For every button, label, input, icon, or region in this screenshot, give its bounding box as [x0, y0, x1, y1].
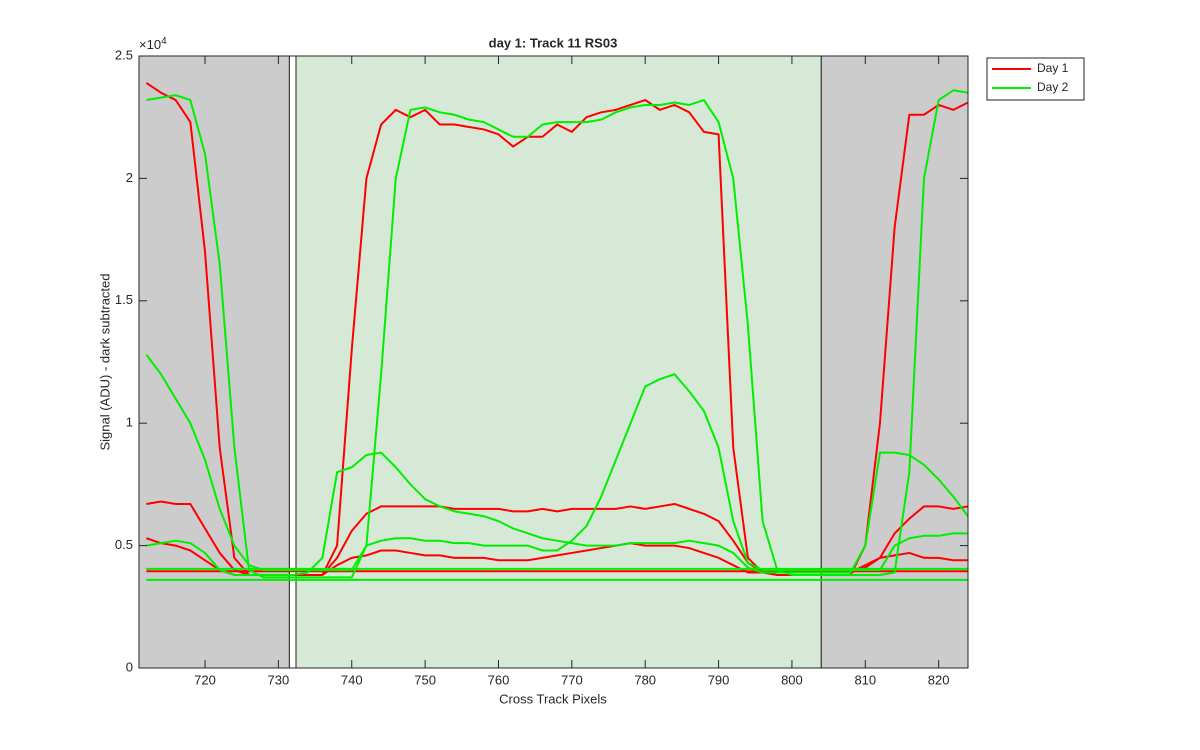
legend: Day 1 Day 2 [986, 57, 1085, 101]
legend-label: Day 2 [1037, 80, 1069, 94]
y-tick-label: 0 [126, 659, 133, 674]
x-tick-label: 720 [194, 672, 216, 687]
x-tick-label: 810 [854, 672, 876, 687]
x-axis-label: Cross Track Pixels [499, 691, 607, 706]
legend-box [986, 57, 1085, 101]
data-line [146, 89, 969, 579]
region [288, 55, 297, 669]
data-line [145, 354, 968, 572]
y-tick-label: 1.5 [115, 292, 133, 307]
legend-label: Day 1 [1037, 61, 1069, 75]
axes: 720 730 740 750 760 770 780 790 800 810 820 0 0.5 1 1.… [115, 47, 969, 687]
x-tick-label: 770 [561, 672, 583, 687]
y-multiplier-base: ×10 [139, 37, 161, 52]
axes-box [138, 55, 969, 669]
x-tick-label: 760 [488, 672, 510, 687]
x-tick-label: 740 [341, 672, 363, 687]
x-tick-label: 790 [708, 672, 730, 687]
y-tick-label: 0.5 [115, 537, 133, 552]
y-multiplier-exponent: 4 [161, 36, 167, 47]
chart-title: day 1: Track 11 RS03 [489, 35, 618, 50]
y-tick-label: 2 [126, 170, 133, 185]
region [820, 55, 969, 669]
x-tick-label: 750 [414, 672, 436, 687]
plot-lines [145, 82, 969, 581]
x-tick-label: 730 [268, 672, 290, 687]
x-tick-label: 820 [928, 672, 950, 687]
y-tick-label: 2.5 [115, 47, 133, 62]
y-axis-label: Signal (ADU) - dark subtracted [97, 273, 112, 450]
x-tick-label: 780 [634, 672, 656, 687]
data-line [146, 451, 969, 576]
y-multiplier: ×104 [139, 36, 167, 53]
x-tick-label: 800 [781, 672, 803, 687]
y-tick-label: 1 [126, 415, 133, 430]
